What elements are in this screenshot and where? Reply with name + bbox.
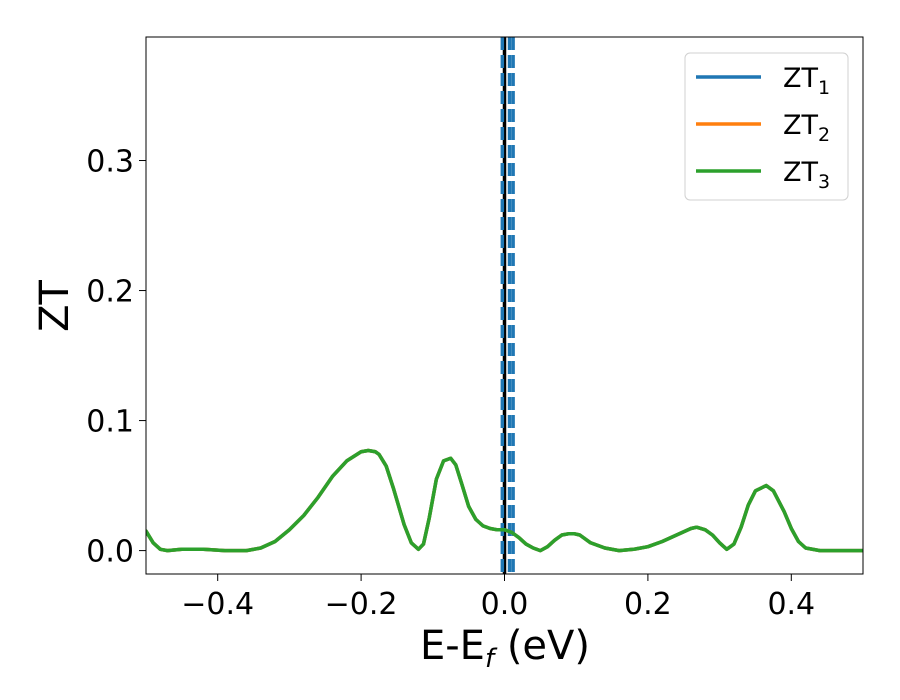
y-tick-label: 0.0 (86, 535, 134, 570)
series-lines (146, 448, 863, 553)
x-tick-label: −0.2 (325, 587, 398, 622)
legend-label-2: ZT2 (783, 110, 830, 146)
reference-lines (500, 37, 515, 574)
legend-label-1: ZT1 (783, 63, 830, 99)
y-tick-label: 0.2 (86, 275, 134, 310)
series-line-3 (146, 448, 863, 553)
x-tick-label: 0.0 (481, 587, 529, 622)
y-axis: 0.0 0.1 0.2 0.3 (86, 145, 146, 570)
x-tick-label: 0.4 (767, 587, 815, 622)
legend: ZT1 ZT2 ZT3 (684, 52, 849, 201)
y-tick-label: 0.1 (86, 405, 134, 440)
y-axis-label: ZT (32, 280, 78, 332)
x-axis: −0.4 −0.2 0.0 0.2 0.4 (181, 574, 815, 622)
x-tick-label: −0.4 (181, 587, 254, 622)
x-axis-label: E-Ef (eV) (420, 623, 590, 674)
legend-box (684, 52, 849, 201)
x-tick-label: 0.2 (624, 587, 672, 622)
legend-label-3: ZT3 (783, 157, 830, 193)
y-tick-label: 0.3 (86, 145, 134, 180)
